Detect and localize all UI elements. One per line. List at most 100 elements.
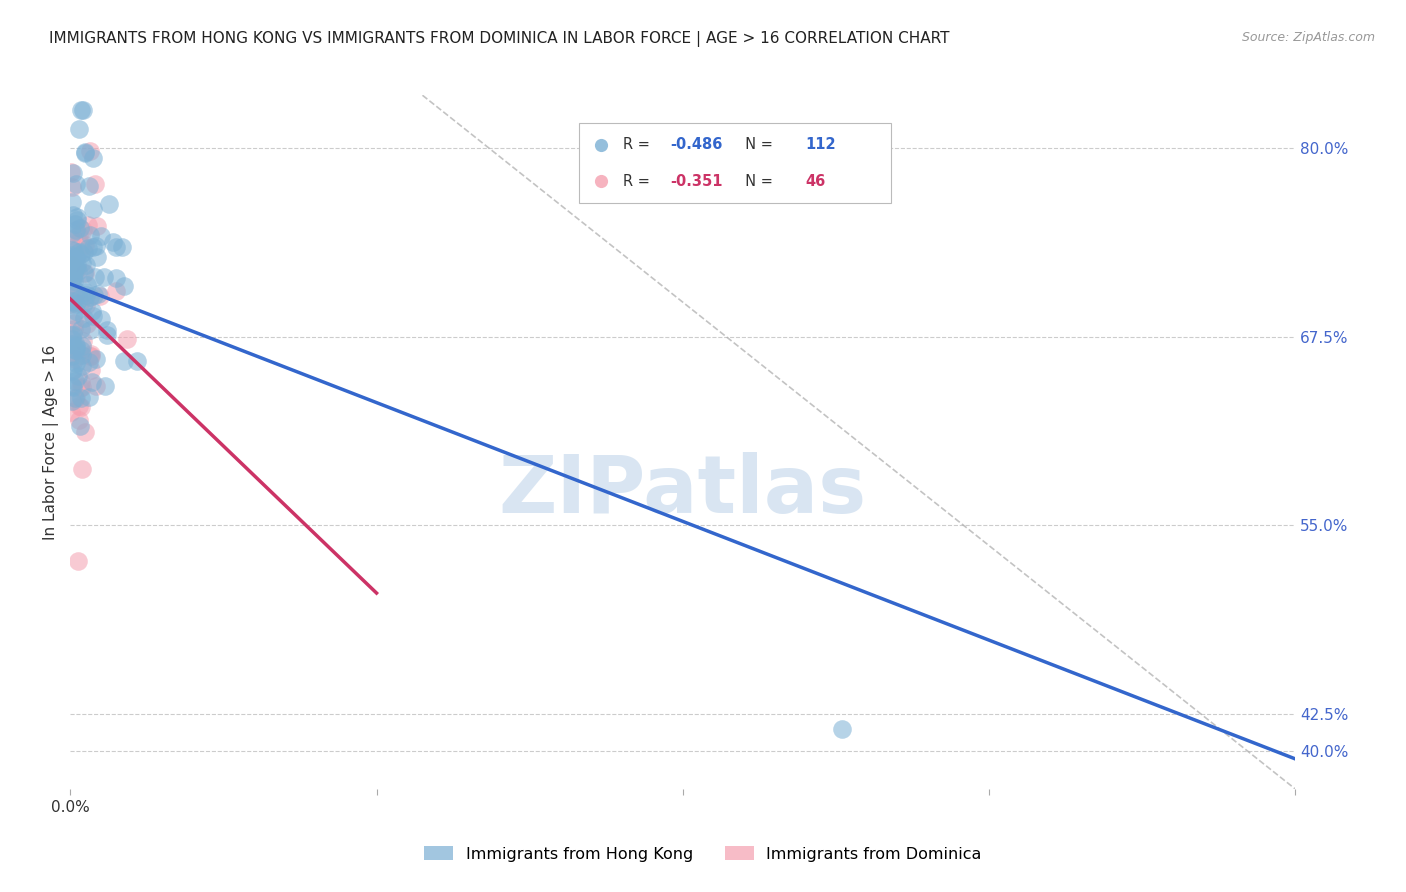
Point bbox=[79, 145, 101, 159]
Point bbox=[65, 352, 87, 367]
Point bbox=[79, 179, 101, 194]
Point bbox=[77, 354, 100, 368]
Point bbox=[93, 269, 115, 284]
Point bbox=[79, 227, 101, 242]
Point bbox=[84, 352, 107, 367]
Point bbox=[66, 285, 89, 299]
Point bbox=[60, 226, 83, 240]
Point bbox=[96, 323, 118, 337]
Point bbox=[60, 332, 83, 346]
Point bbox=[84, 378, 107, 392]
Point bbox=[831, 722, 853, 736]
Point bbox=[82, 240, 104, 254]
Point bbox=[60, 257, 83, 271]
Point bbox=[98, 197, 121, 211]
Point bbox=[63, 322, 86, 336]
Point bbox=[105, 271, 128, 285]
Point bbox=[96, 327, 118, 342]
Point bbox=[67, 234, 90, 248]
Point bbox=[60, 250, 83, 264]
Legend: Immigrants from Hong Kong, Immigrants from Dominica: Immigrants from Hong Kong, Immigrants fr… bbox=[418, 839, 988, 868]
Point bbox=[75, 145, 97, 160]
Point bbox=[60, 255, 83, 269]
Text: N =: N = bbox=[735, 137, 778, 152]
Point bbox=[60, 328, 83, 343]
Point bbox=[63, 391, 86, 405]
Point bbox=[67, 399, 90, 413]
Text: Source: ZipAtlas.com: Source: ZipAtlas.com bbox=[1241, 31, 1375, 45]
Point bbox=[90, 229, 112, 244]
Point bbox=[65, 260, 87, 275]
Point bbox=[65, 343, 87, 357]
Point bbox=[112, 278, 135, 293]
Point bbox=[65, 343, 87, 358]
Point bbox=[67, 121, 90, 136]
Point bbox=[73, 245, 96, 260]
Point bbox=[60, 297, 83, 311]
Point bbox=[112, 354, 135, 368]
Point bbox=[60, 336, 83, 351]
Point bbox=[66, 553, 89, 567]
Point bbox=[82, 309, 104, 323]
Point bbox=[79, 290, 101, 304]
Point bbox=[63, 374, 86, 388]
Point bbox=[115, 332, 138, 346]
Point bbox=[66, 258, 89, 272]
Text: R =: R = bbox=[623, 174, 654, 189]
Point bbox=[66, 369, 89, 384]
Point bbox=[63, 316, 86, 330]
Point bbox=[65, 262, 87, 277]
Point bbox=[60, 277, 83, 291]
Point bbox=[72, 348, 94, 362]
Point bbox=[70, 359, 93, 373]
Point bbox=[67, 245, 90, 260]
Point bbox=[69, 343, 91, 357]
Point bbox=[60, 248, 83, 262]
Point bbox=[60, 180, 83, 194]
Point bbox=[65, 338, 87, 352]
Point bbox=[79, 362, 101, 376]
Point bbox=[111, 239, 134, 253]
Point bbox=[63, 217, 86, 231]
Point bbox=[69, 220, 91, 235]
Point bbox=[65, 356, 87, 370]
Point bbox=[67, 264, 90, 278]
Point bbox=[62, 309, 84, 323]
Point bbox=[82, 151, 104, 165]
Point bbox=[65, 222, 87, 236]
Point bbox=[63, 266, 86, 280]
Point bbox=[79, 349, 101, 363]
Text: -0.351: -0.351 bbox=[671, 174, 723, 189]
Point bbox=[62, 380, 84, 394]
Point bbox=[82, 304, 104, 318]
Point bbox=[65, 340, 87, 354]
Point bbox=[70, 462, 93, 476]
Point bbox=[60, 345, 83, 359]
Point bbox=[80, 376, 103, 390]
Point bbox=[60, 256, 83, 270]
Point bbox=[60, 165, 83, 179]
Text: -0.486: -0.486 bbox=[671, 137, 723, 152]
Point bbox=[75, 288, 97, 302]
Point bbox=[76, 278, 98, 293]
Point bbox=[60, 293, 83, 308]
Point bbox=[84, 239, 107, 253]
Point bbox=[62, 326, 84, 341]
Point bbox=[86, 219, 108, 233]
Point bbox=[86, 287, 108, 301]
Point bbox=[62, 244, 84, 258]
Point bbox=[82, 202, 104, 216]
Point bbox=[72, 334, 94, 348]
Point bbox=[69, 295, 91, 310]
Point bbox=[125, 354, 148, 368]
Point bbox=[89, 289, 111, 303]
Point bbox=[70, 103, 93, 118]
Text: R =: R = bbox=[623, 137, 654, 152]
Point bbox=[62, 166, 84, 180]
Point bbox=[70, 256, 93, 270]
Point bbox=[79, 349, 101, 363]
Point bbox=[67, 413, 90, 427]
Point bbox=[90, 312, 112, 326]
Y-axis label: In Labor Force | Age > 16: In Labor Force | Age > 16 bbox=[44, 344, 59, 540]
Point bbox=[60, 259, 83, 273]
